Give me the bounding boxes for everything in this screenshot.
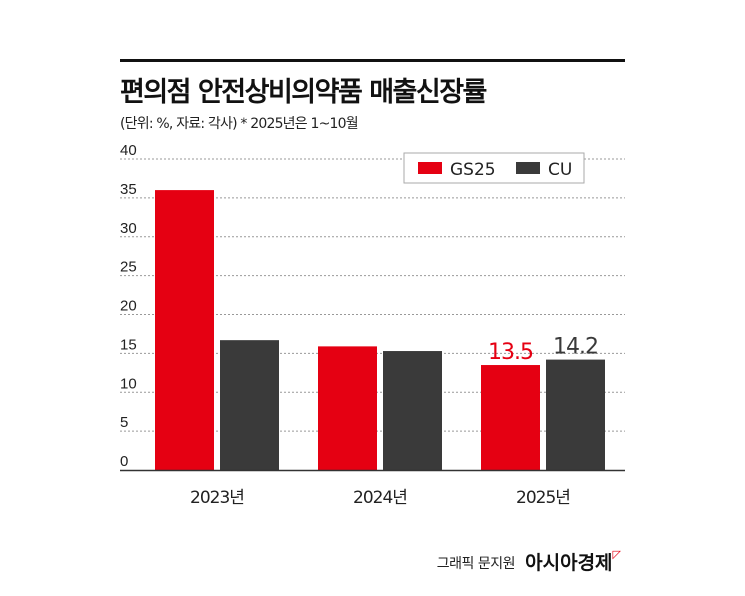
bar-gs25-2023년 [155, 190, 214, 470]
legend-label-gs25: GS25 [450, 160, 496, 180]
brand-logo: 아시아경제◸ [525, 548, 621, 575]
top-rule [120, 59, 625, 62]
y-tick-label: 15 [120, 336, 137, 353]
brand-name: 아시아경제 [525, 552, 613, 574]
legend-swatch-cu [516, 162, 540, 174]
y-tick-label: 35 [120, 181, 137, 198]
y-tick-label: 25 [120, 259, 137, 276]
x-tick-label: 2024년 [353, 488, 407, 508]
legend-label-cu: CU [548, 160, 572, 180]
y-tick-label: 40 [120, 142, 137, 159]
y-tick-label: 30 [120, 220, 137, 237]
y-tick-label: 0 [120, 453, 128, 470]
data-label: 13.5 [488, 340, 533, 365]
y-tick-label: 5 [120, 414, 128, 431]
data-label: 14.2 [553, 335, 598, 360]
legend-swatch-gs25 [418, 162, 442, 174]
brand-mark-icon: ◸ [612, 548, 621, 561]
x-tick-label: 2025년 [516, 488, 570, 508]
chart-subtitle: (단위: %, 자료: 각사) * 2025년은 1~10월 [120, 116, 359, 132]
graphic-credit: 그래픽 문지원 [436, 556, 516, 572]
y-tick-label: 10 [120, 375, 137, 392]
y-tick-label: 20 [120, 298, 137, 315]
x-tick-label: 2023년 [190, 488, 244, 508]
chart-title: 편의점 안전상비의약품 매출신장률 [120, 77, 487, 108]
bar-cu-2025년 [546, 359, 605, 470]
bar-gs25-2025년 [481, 365, 540, 470]
bar-cu-2023년 [220, 340, 279, 470]
bar-gs25-2024년 [318, 346, 377, 470]
bar-cu-2024년 [383, 351, 442, 470]
